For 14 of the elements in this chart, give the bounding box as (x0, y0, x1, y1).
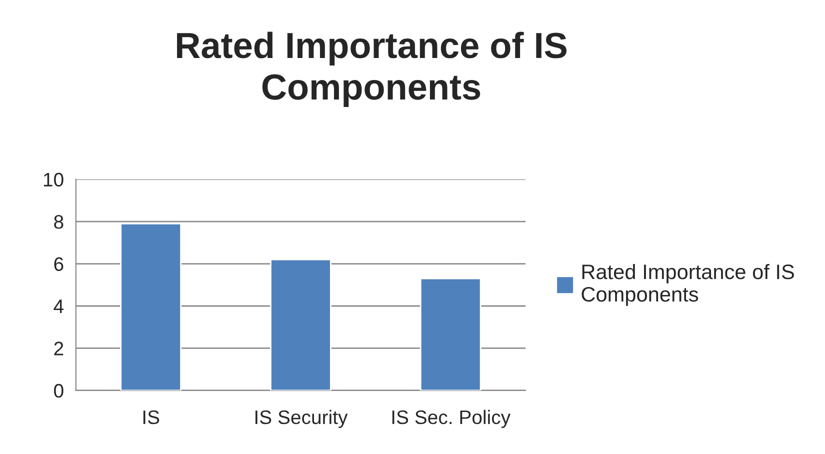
bar (420, 278, 482, 390)
y-tick-label: 8 (54, 215, 64, 229)
chart-title: Rated Importance of IS Components (177, 32, 566, 107)
legend-label: Rated Importance of IS Components (582, 264, 794, 306)
y-tick-label: 0 (54, 384, 64, 398)
x-tick-label: IS Sec. Policy (392, 410, 511, 428)
y-tick-label: 2 (54, 342, 64, 356)
x-tick-label: IS (143, 410, 160, 424)
y-tick-label: 4 (54, 300, 64, 314)
y-tick-label: 10 (44, 172, 64, 187)
bar (120, 222, 182, 390)
bar (270, 258, 332, 390)
x-tick-label: IS Security (256, 410, 348, 428)
y-tick-label: 6 (54, 257, 64, 272)
